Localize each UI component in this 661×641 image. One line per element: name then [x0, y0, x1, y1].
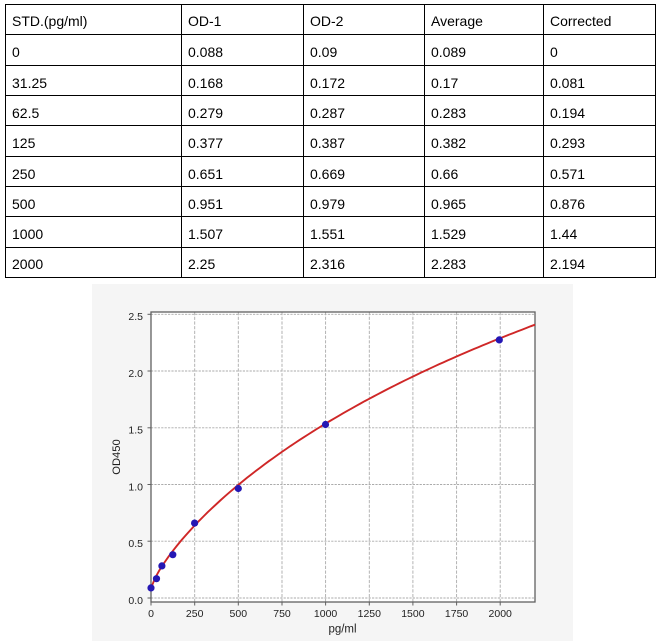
svg-text:1.5: 1.5	[128, 425, 143, 437]
svg-text:1750: 1750	[445, 608, 469, 620]
svg-text:250: 250	[186, 608, 204, 620]
svg-text:0.0: 0.0	[128, 595, 143, 607]
svg-text:pg/ml: pg/ml	[328, 623, 356, 635]
svg-text:0: 0	[148, 608, 154, 620]
svg-text:500: 500	[230, 608, 248, 620]
svg-text:OD450: OD450	[111, 439, 123, 474]
svg-text:2.0: 2.0	[128, 368, 143, 380]
svg-text:1500: 1500	[401, 608, 425, 620]
svg-text:0.5: 0.5	[128, 538, 143, 550]
svg-text:1000: 1000	[314, 608, 338, 620]
svg-text:2000: 2000	[489, 608, 513, 620]
svg-text:750: 750	[273, 608, 291, 620]
svg-text:2.5: 2.5	[128, 311, 143, 323]
svg-text:1.0: 1.0	[128, 481, 143, 493]
svg-text:1250: 1250	[358, 608, 382, 620]
